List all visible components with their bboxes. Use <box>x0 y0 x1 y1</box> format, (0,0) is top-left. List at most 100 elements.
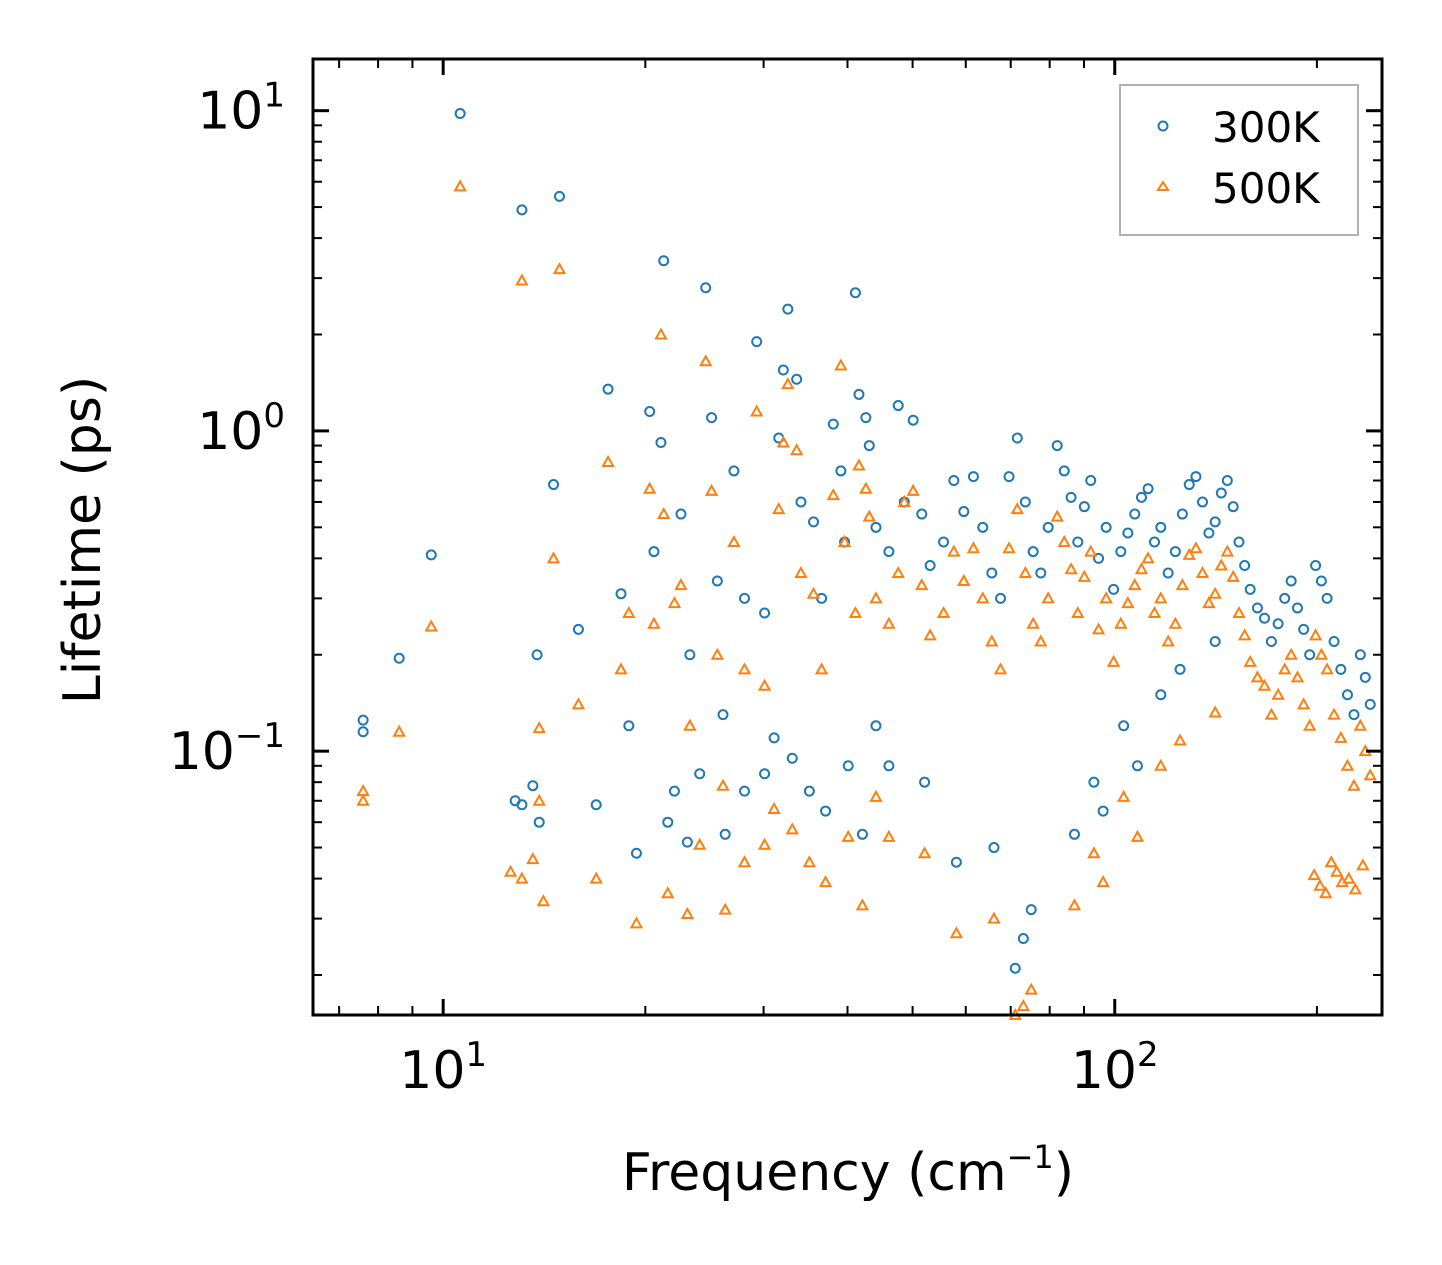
point-300k-2 <box>393 652 405 664</box>
point-500k-14 <box>571 697 586 710</box>
point-300k-64 <box>1011 432 1023 444</box>
point-500k-138 <box>1067 898 1082 911</box>
point-500k-125 <box>882 829 896 842</box>
point-300k-128 <box>820 805 832 817</box>
point-300k-118 <box>1025 904 1037 916</box>
point-300k-77 <box>1108 583 1120 595</box>
point-500k-133 <box>757 837 772 850</box>
point-300k-55 <box>924 559 936 571</box>
point-500k-90 <box>1189 541 1203 554</box>
point-500k-147 <box>1313 878 1327 891</box>
point-500k-81 <box>1128 578 1142 591</box>
point-500k-153 <box>1348 882 1362 895</box>
point-300k-125 <box>870 720 882 732</box>
point-500k-26 <box>674 578 688 591</box>
point-300k-48 <box>863 440 875 452</box>
point-300k-86 <box>1169 546 1181 558</box>
point-300k-130 <box>786 752 798 764</box>
point-300k-79 <box>1122 527 1134 539</box>
point-500k-69 <box>1041 591 1055 604</box>
y-tick-label-0: 10−1 <box>169 716 285 782</box>
point-500k-96 <box>1226 569 1240 582</box>
point-500k-97 <box>1232 605 1246 619</box>
point-500k-86 <box>1161 634 1175 647</box>
x-axis-label: Frequency (cm−1) <box>622 1138 1074 1203</box>
point-300k-15 <box>602 383 614 395</box>
point-300k-119 <box>1017 933 1029 945</box>
point-500k-100 <box>1250 670 1265 683</box>
point-500k-38 <box>781 377 795 390</box>
point-300k-67 <box>1035 567 1047 579</box>
point-500k-18 <box>622 605 636 619</box>
point-500k-88 <box>1175 578 1190 591</box>
point-500k-13 <box>552 262 567 275</box>
point-300k-17 <box>623 720 635 732</box>
point-500k-143 <box>1154 758 1168 771</box>
point-300k-133 <box>739 785 751 797</box>
series-500k <box>356 179 1377 1020</box>
point-500k-80 <box>1121 596 1135 609</box>
x-axis-label-text: Frequency (cm <box>622 1143 1007 1203</box>
point-500k-59 <box>957 573 971 586</box>
point-300k-144 <box>1209 635 1221 647</box>
point-500k-39 <box>789 443 804 456</box>
point-500k-106 <box>1290 670 1305 683</box>
point-500k-146 <box>1307 868 1321 881</box>
point-500k-60 <box>966 541 981 554</box>
point-300k-121 <box>988 842 1000 854</box>
point-500k-145 <box>1208 705 1222 718</box>
point-300k-43 <box>835 465 847 477</box>
point-500k-74 <box>1077 569 1092 582</box>
point-500k-27 <box>683 718 697 731</box>
point-300k-103 <box>1279 592 1291 604</box>
point-300k-3 <box>425 549 437 561</box>
point-300k-105 <box>1291 602 1303 614</box>
point-500k-4 <box>453 179 467 192</box>
point-500k-122 <box>987 911 1001 924</box>
point-500k-58 <box>947 544 961 557</box>
point-500k-134 <box>737 855 752 868</box>
point-500k-113 <box>1334 730 1348 743</box>
point-500k-139 <box>1087 846 1101 859</box>
legend-box <box>1119 84 1359 236</box>
point-500k-46 <box>848 605 863 619</box>
point-300k-33 <box>751 336 763 348</box>
legend-label-500k: 500K <box>1212 164 1321 213</box>
point-500k-140 <box>1096 875 1110 888</box>
point-500k-15 <box>589 871 603 884</box>
point-500k-47 <box>852 458 866 471</box>
point-500k-65 <box>1010 502 1025 515</box>
point-300k-90 <box>1196 496 1208 508</box>
point-300k-57 <box>948 475 960 487</box>
point-500k-10 <box>532 793 546 806</box>
point-500k-32 <box>727 534 741 547</box>
point-500k-55 <box>915 578 929 591</box>
point-500k-135 <box>716 778 730 791</box>
point-300k-91 <box>1203 527 1215 539</box>
point-300k-59 <box>967 471 979 483</box>
point-500k-115 <box>1347 778 1361 791</box>
point-300k-98 <box>1244 583 1256 595</box>
point-500k-8 <box>526 852 540 865</box>
point-300k-66 <box>1027 546 1039 558</box>
point-500k-48 <box>859 481 873 494</box>
point-300k-14 <box>590 799 602 811</box>
point-500k-9 <box>532 721 546 734</box>
point-500k-124 <box>917 846 932 859</box>
point-300k-113 <box>1341 689 1353 701</box>
point-300k-42 <box>827 418 839 430</box>
point-300k-32 <box>739 592 751 604</box>
point-500k-50 <box>869 591 883 604</box>
point-500k-3 <box>424 619 438 632</box>
point-300k-129 <box>803 785 815 797</box>
point-300k-76 <box>1100 521 1112 533</box>
point-300k-22 <box>658 255 670 267</box>
point-500k-105 <box>1284 647 1298 660</box>
point-500k-41 <box>806 586 821 599</box>
point-300k-142 <box>1155 689 1167 701</box>
point-300k-124 <box>883 760 895 772</box>
point-500k-19 <box>629 916 644 929</box>
point-500k-93 <box>1208 586 1222 599</box>
point-300k-56 <box>938 536 950 548</box>
